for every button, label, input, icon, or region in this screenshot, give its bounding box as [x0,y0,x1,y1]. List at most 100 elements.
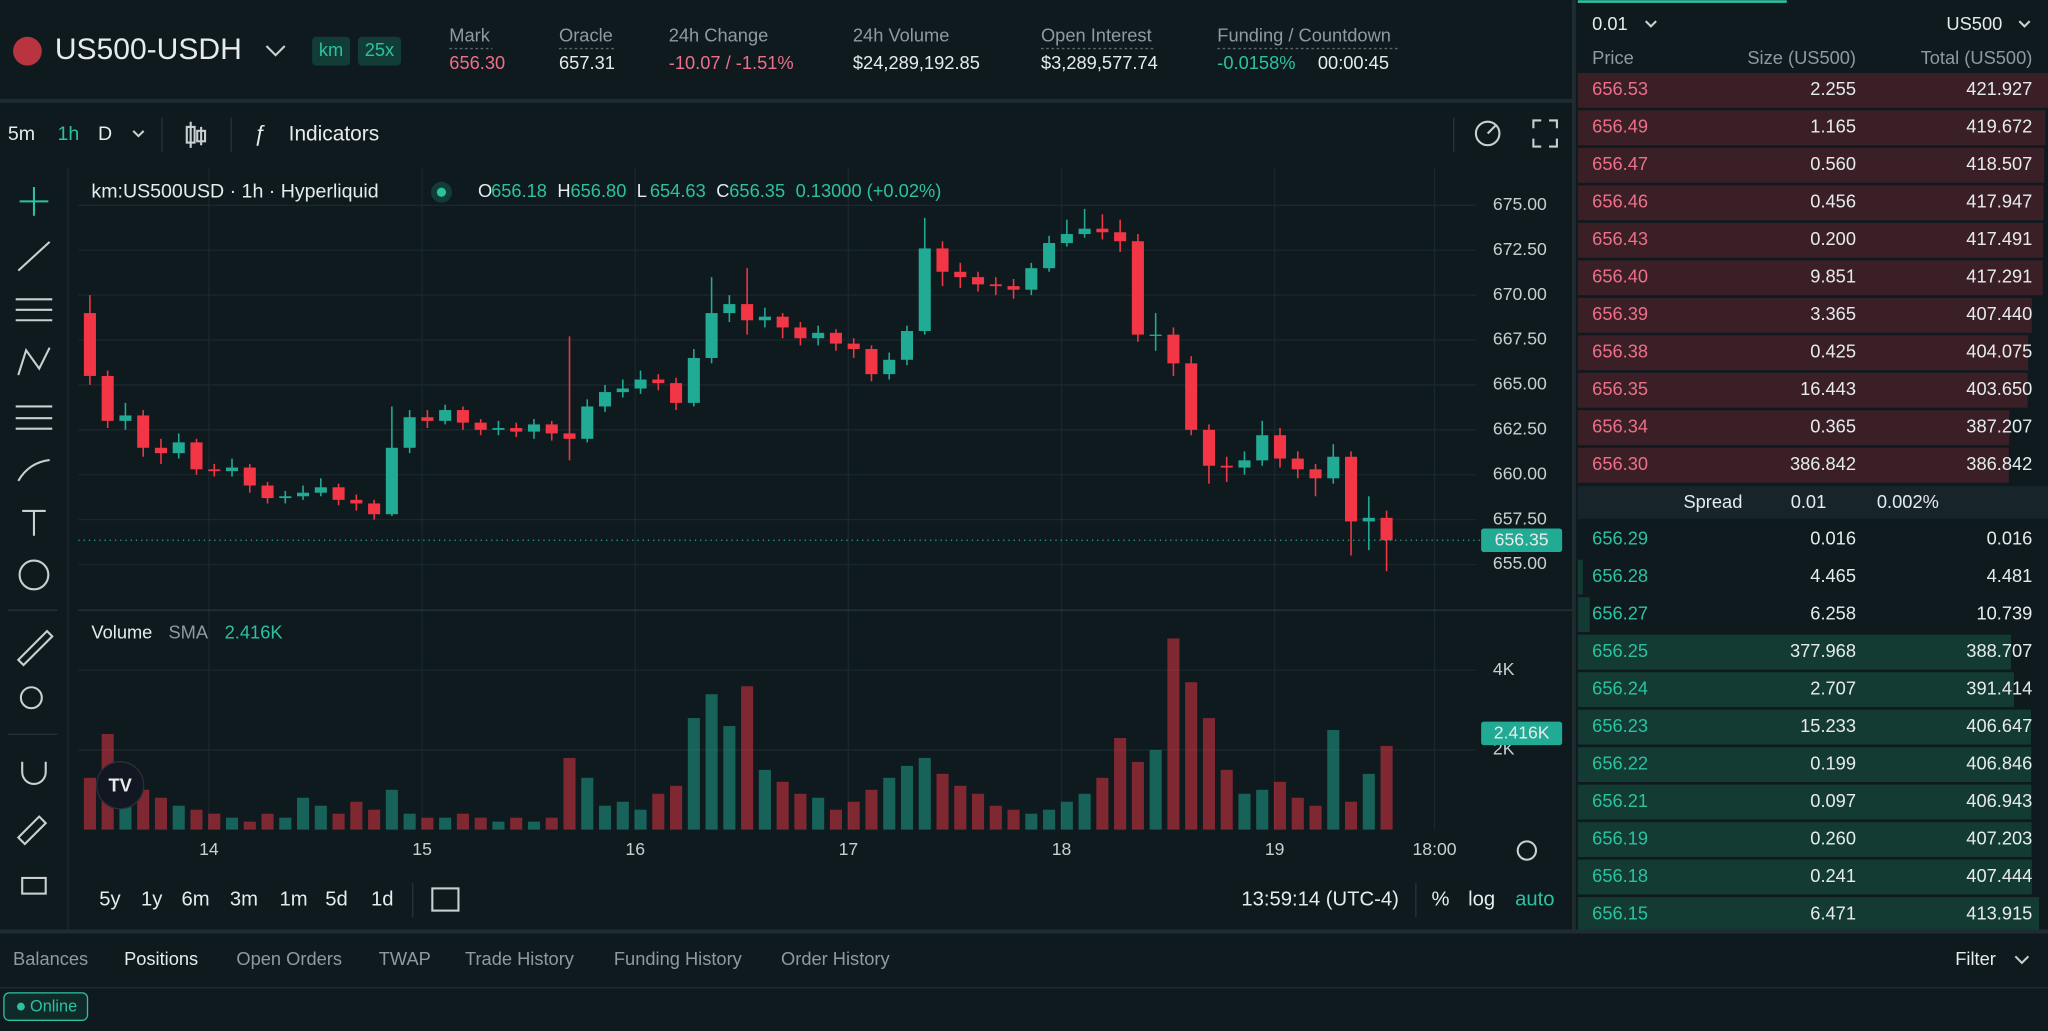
price[interactable]: 656.40 [1592,266,1648,287]
volume-bar [545,817,558,830]
volume-bar [314,805,327,830]
total: 407.203 [1966,827,2032,848]
price[interactable]: 656.43 [1592,228,1648,249]
field-value: $24,289,192.85 [853,52,980,73]
leverage[interactable]: 25x [365,39,394,60]
range-button[interactable]: 5y [99,888,121,910]
projection-tool[interactable] [15,405,53,430]
price[interactable]: 656.49 [1592,116,1648,137]
candle-body [652,379,665,384]
total: 419.672 [1966,116,2032,137]
chart-type-icon-part[interactable] [185,125,196,144]
price[interactable]: 656.21 [1592,790,1648,811]
indicators[interactable]: Indicators [289,122,380,145]
range-button[interactable]: 6m [182,888,210,910]
fullscreen-icon[interactable] [1532,119,1558,148]
field-value: -10.07 / -1.51% [669,52,794,73]
price[interactable]: 656.30 [1592,453,1648,474]
lock-tool[interactable] [21,876,47,895]
price[interactable]: 656.28 [1592,565,1648,586]
size: 0.456 [1810,191,1856,212]
tab[interactable]: Funding History [614,948,743,969]
interval[interactable]: D [98,123,112,145]
price[interactable]: 656.46 [1592,191,1648,212]
volume-bar [492,821,505,830]
size: 6.258 [1810,602,1856,623]
tab[interactable]: Trade History [465,948,575,969]
magnet-tool[interactable] [21,761,47,785]
range-button[interactable]: 1m [280,888,308,910]
interval[interactable]: 5m [8,123,35,145]
tick-size[interactable]: 0.01 [1592,13,1628,34]
candle-body [510,428,523,432]
goto-date-icon[interactable] [431,887,460,912]
depth-bar [1577,72,2048,108]
price[interactable]: 656.35 [1592,378,1648,399]
interval[interactable]: 1h [57,123,79,145]
tick-dropdown[interactable] [1644,20,1657,28]
volume-bar [847,801,860,830]
pattern-tool[interactable] [17,347,51,376]
price[interactable]: 656.25 [1592,640,1648,661]
text-tool[interactable] [22,509,46,536]
scale-option[interactable]: log [1468,888,1495,910]
price[interactable]: 656.23 [1592,715,1648,736]
tab[interactable]: Positions [124,948,198,969]
price[interactable]: 656.19 [1592,827,1648,848]
replay-icon[interactable] [1474,120,1501,147]
crosshair-tool[interactable] [19,187,49,216]
scale-option[interactable]: % [1432,888,1450,910]
range-button[interactable]: 5d [325,888,348,910]
range-button[interactable]: 1y [141,888,163,910]
tab[interactable]: Balances [13,948,88,969]
price[interactable]: 656.15 [1592,902,1648,923]
size: 377.968 [1790,640,1856,661]
tab[interactable]: Order History [781,948,890,969]
leverage-bg[interactable] [357,36,401,66]
price[interactable]: 656.27 [1592,602,1648,623]
brush-tool[interactable] [17,458,50,482]
zoom-tool[interactable] [19,686,43,710]
lock-draw-tool[interactable] [16,815,48,846]
price[interactable]: 656.38 [1592,341,1648,362]
chart-type-icon-part[interactable] [196,129,207,143]
price[interactable]: 656.18 [1592,865,1648,886]
price[interactable]: 656.34 [1592,416,1648,437]
price[interactable]: 656.47 [1592,153,1648,174]
status: Online [30,998,77,1016]
fib-tool[interactable] [15,298,53,322]
ruler-tool[interactable] [16,629,54,667]
price[interactable]: 656.29 [1592,527,1648,548]
replay-icon-part[interactable] [1486,124,1497,135]
volume-bar [705,694,718,830]
symbol-dropdown[interactable] [265,45,286,57]
field-label: 24h Change [669,25,769,46]
price[interactable]: 656.24 [1592,677,1648,698]
trend-line-tool[interactable] [17,241,51,272]
candle-body [865,348,878,375]
unit[interactable]: US500 [1946,13,2002,34]
tab[interactable]: Open Orders [236,948,342,969]
badge: km [319,39,343,60]
filter-dropdown[interactable] [2014,955,2030,965]
settings-icon[interactable] [1516,840,1538,861]
filter[interactable]: Filter [1955,948,1996,969]
range-button[interactable]: 1d [371,888,394,910]
volume-bar [527,821,541,830]
price[interactable]: 656.39 [1592,303,1648,324]
badge-bg [312,36,351,66]
replay-icon-part[interactable] [1474,120,1501,147]
range-button[interactable]: 3m [230,888,258,910]
price[interactable]: 656.53 [1592,78,1648,99]
tab[interactable]: TWAP [379,948,431,969]
indicators-icon[interactable]: ƒ [253,121,265,146]
scale-option[interactable]: auto [1515,888,1554,910]
chart-type-icon[interactable] [185,121,207,148]
price[interactable]: 656.22 [1592,752,1648,773]
candle-body [545,424,558,434]
symbol[interactable]: US500-USDH [55,33,242,66]
unit-dropdown[interactable] [2018,20,2031,28]
interval-dropdown[interactable] [132,130,145,138]
emoji-tool[interactable] [18,559,50,591]
column-header: Size (US500) [1747,47,1856,68]
